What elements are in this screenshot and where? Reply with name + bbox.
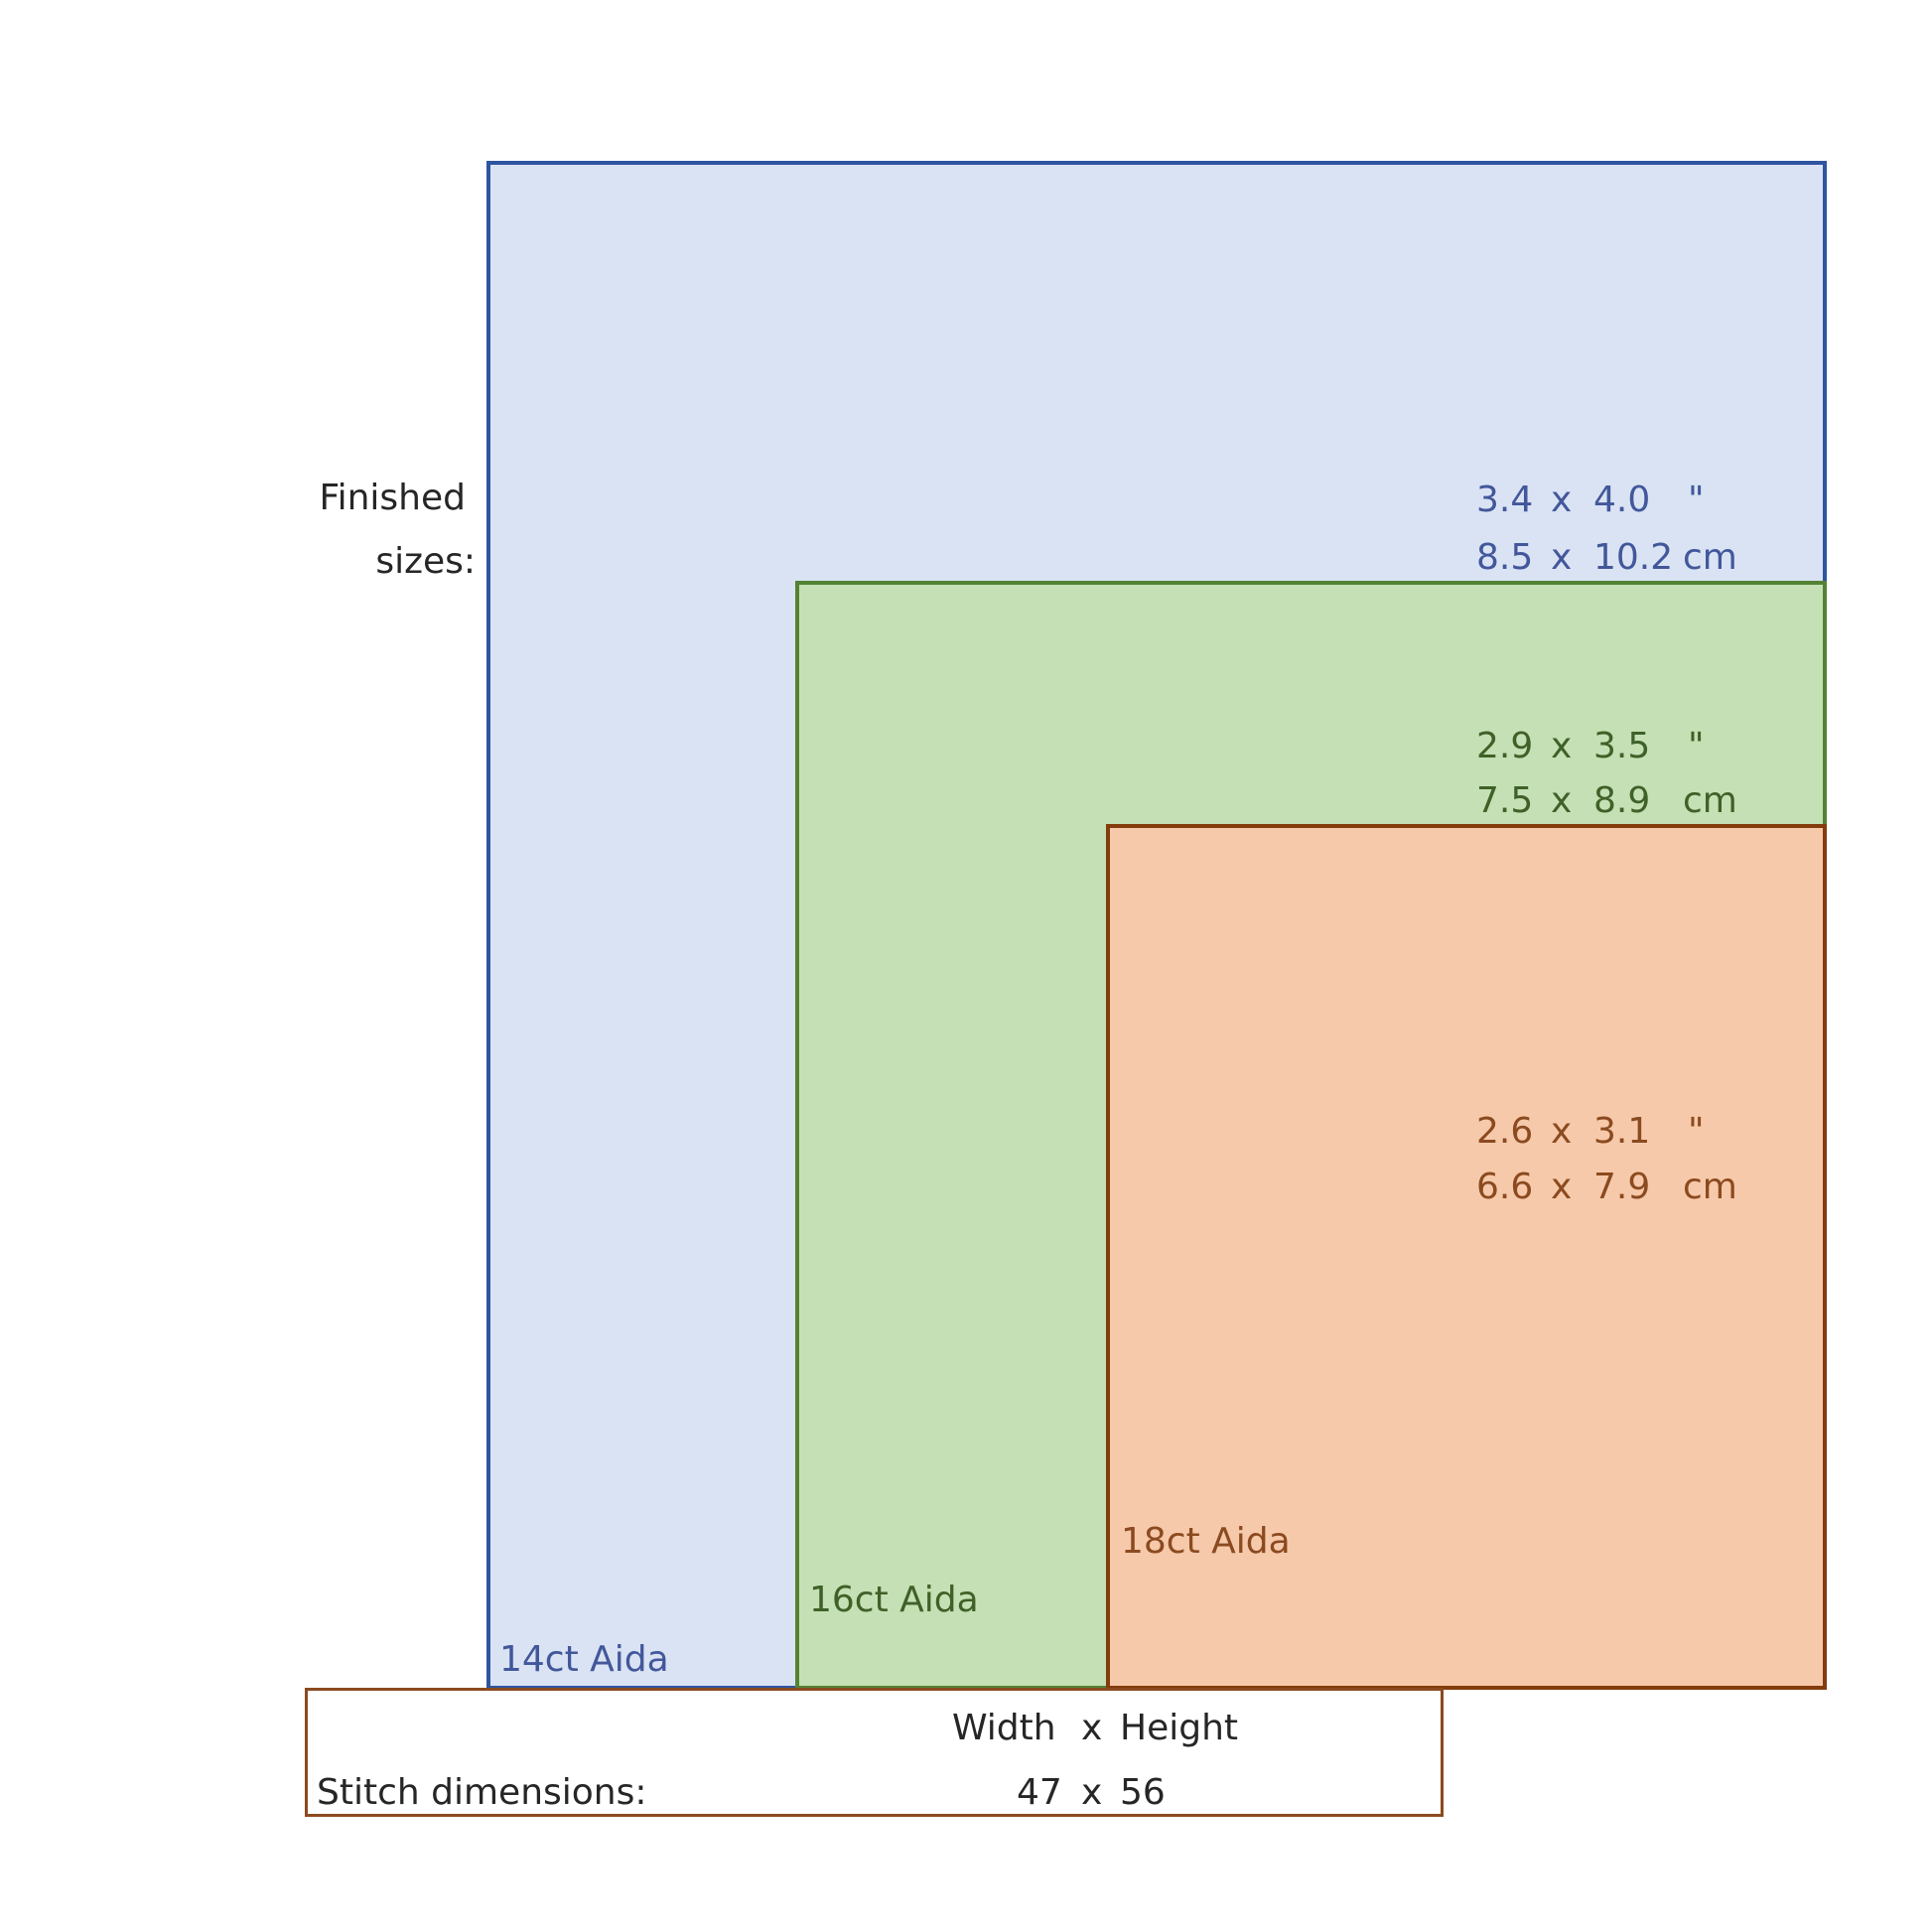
size-16ct-cm-width: 7.5	[1476, 780, 1534, 821]
size-18ct-inch-width: 2.6	[1476, 1111, 1534, 1152]
fabric-16ct-label: 16ct Aida	[809, 1580, 979, 1620]
size-16ct-inch-unit: "	[1688, 726, 1705, 766]
size-18ct-cm-unit: cm	[1683, 1167, 1737, 1207]
stitch-width-value: 47	[1017, 1772, 1062, 1813]
size-16ct-cm-height: 8.9	[1593, 780, 1651, 821]
size-16ct-inch-x: x	[1551, 726, 1573, 766]
stitch-dimensions-label: Stitch dimensions:	[317, 1772, 647, 1813]
size-14ct-inch-unit: "	[1688, 480, 1705, 520]
stitch-header-height: Height	[1120, 1708, 1239, 1748]
stitch-height-value: 56	[1120, 1772, 1166, 1813]
size-14ct-inch-width: 3.4	[1476, 480, 1534, 520]
stitch-header-x: x	[1081, 1708, 1103, 1748]
size-14ct-cm-height: 10.2	[1593, 537, 1674, 578]
size-14ct-cm-x: x	[1551, 537, 1573, 578]
stitch-x: x	[1081, 1772, 1103, 1813]
size-18ct-cm-width: 6.6	[1476, 1167, 1534, 1207]
size-18ct-inch-unit: "	[1688, 1111, 1705, 1152]
size-16ct-inch-height: 3.5	[1593, 726, 1651, 766]
finished-label-line1: Finished	[319, 478, 466, 518]
size-18ct-inch-height: 3.1	[1593, 1111, 1651, 1152]
fabric-18ct-area	[1106, 824, 1827, 1690]
fabric-18ct-label: 18ct Aida	[1121, 1521, 1291, 1562]
size-18ct-cm-x: x	[1551, 1167, 1573, 1207]
size-18ct-cm-height: 7.9	[1593, 1167, 1651, 1207]
size-14ct-cm-width: 8.5	[1476, 537, 1534, 578]
size-14ct-cm-unit: cm	[1683, 537, 1737, 578]
size-16ct-cm-x: x	[1551, 780, 1573, 821]
stitch-dimensions-box	[305, 1688, 1444, 1817]
fabric-14ct-label: 14ct Aida	[499, 1639, 669, 1680]
size-16ct-inch-width: 2.9	[1476, 726, 1534, 766]
stitch-header-width: Width	[952, 1708, 1056, 1748]
size-18ct-inch-x: x	[1551, 1111, 1573, 1152]
size-16ct-cm-unit: cm	[1683, 780, 1737, 821]
finished-label-line2: sizes:	[375, 541, 476, 582]
size-14ct-inch-x: x	[1551, 480, 1573, 520]
size-14ct-inch-height: 4.0	[1593, 480, 1651, 520]
